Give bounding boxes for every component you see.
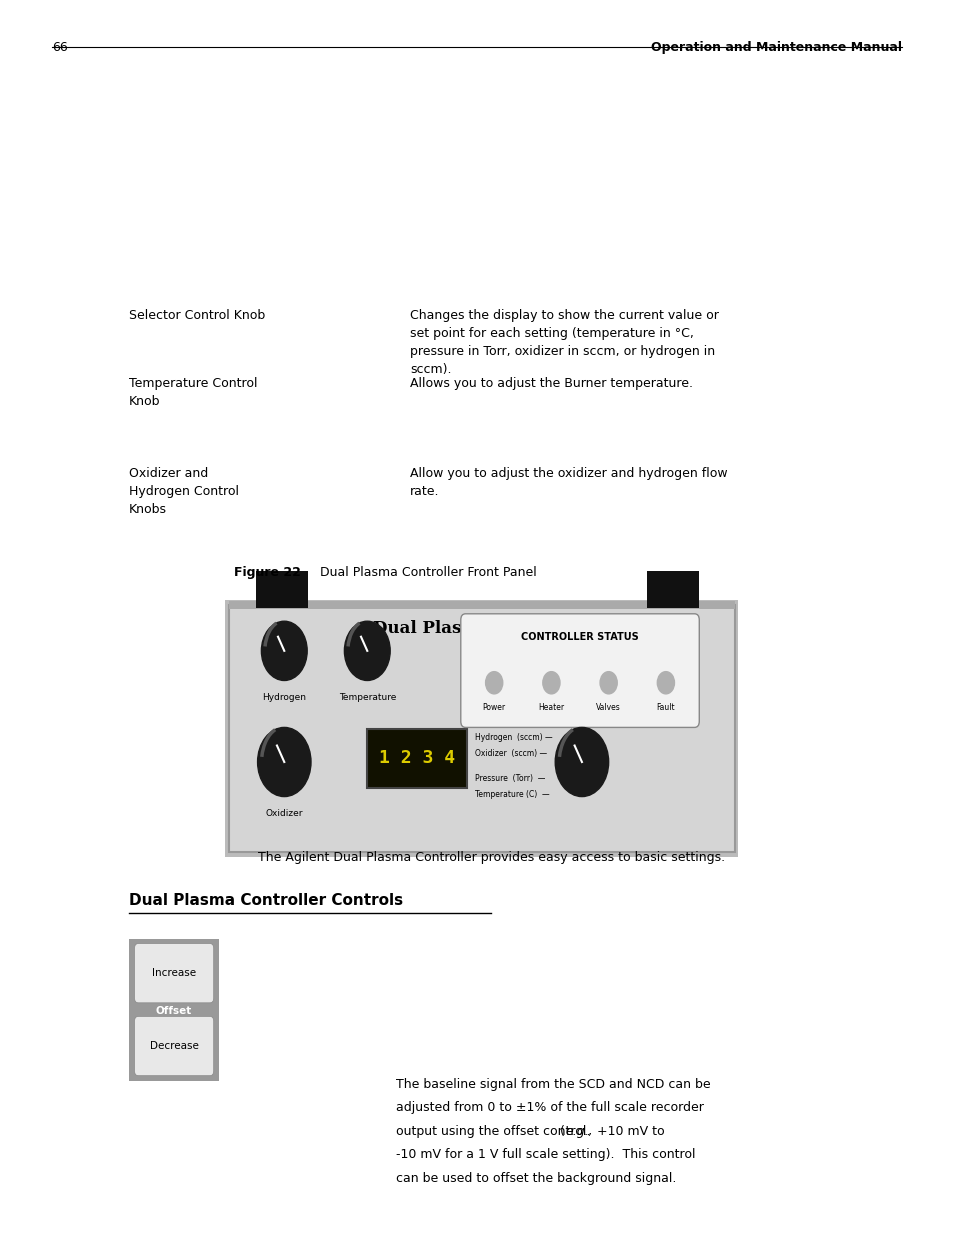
Text: Hydrogen  (sccm) —: Hydrogen (sccm) — <box>475 732 552 742</box>
Text: Dual Plasma Controller: Dual Plasma Controller <box>372 620 591 637</box>
Text: Dual Plasma Controller Front Panel: Dual Plasma Controller Front Panel <box>308 566 537 579</box>
Text: Temperature Control
Knob: Temperature Control Knob <box>129 377 257 408</box>
Bar <box>229 601 734 609</box>
Text: Temperature: Temperature <box>338 693 395 701</box>
Circle shape <box>555 727 608 797</box>
Bar <box>225 600 738 857</box>
Text: Changes the display to show the current value or
set point for each setting (tem: Changes the display to show the current … <box>410 309 719 375</box>
Bar <box>129 939 219 1081</box>
Bar <box>255 571 308 608</box>
Circle shape <box>485 672 502 694</box>
Text: The baseline signal from the SCD and NCD can be: The baseline signal from the SCD and NCD… <box>395 1078 710 1091</box>
Text: output using the offset control.: output using the offset control. <box>395 1125 594 1137</box>
Text: Oxidizer and
Hydrogen Control
Knobs: Oxidizer and Hydrogen Control Knobs <box>129 467 238 516</box>
FancyBboxPatch shape <box>134 1016 213 1076</box>
Text: Fault: Fault <box>656 703 675 711</box>
Text: Valves: Valves <box>596 703 620 711</box>
Circle shape <box>657 672 674 694</box>
Text: +10 mV to: +10 mV to <box>597 1125 663 1137</box>
Text: Operation and Maintenance Manual: Operation and Maintenance Manual <box>650 41 901 54</box>
Text: The Agilent Dual Plasma Controller provides easy access to basic settings.: The Agilent Dual Plasma Controller provi… <box>257 851 724 864</box>
Text: Figure 22: Figure 22 <box>233 566 300 579</box>
Text: Hydrogen: Hydrogen <box>262 693 306 701</box>
Text: e.g.,: e.g., <box>565 1125 593 1137</box>
Text: CONTROLLER STATUS: CONTROLLER STATUS <box>520 632 639 642</box>
Text: Oxidizer  (sccm) —: Oxidizer (sccm) — <box>475 748 547 758</box>
Circle shape <box>542 672 559 694</box>
Text: Power: Power <box>482 703 505 711</box>
Text: -10 mV for a 1 V full scale setting).  This control: -10 mV for a 1 V full scale setting). Th… <box>395 1149 695 1161</box>
Bar <box>646 571 699 608</box>
Circle shape <box>261 621 307 680</box>
Text: Oxidizer: Oxidizer <box>265 809 303 818</box>
Text: Temperature (C)  —: Temperature (C) — <box>475 789 549 799</box>
Text: Decrease: Decrease <box>150 1041 198 1051</box>
Circle shape <box>257 727 311 797</box>
Text: Selector Control Knob: Selector Control Knob <box>129 309 265 322</box>
Text: adjusted from 0 to ±1% of the full scale recorder: adjusted from 0 to ±1% of the full scale… <box>395 1102 703 1114</box>
Text: Increase: Increase <box>152 968 196 978</box>
FancyBboxPatch shape <box>134 944 213 1003</box>
Text: Allow you to adjust the oxidizer and hydrogen flow
rate.: Allow you to adjust the oxidizer and hyd… <box>410 467 727 498</box>
Text: Pressure  (Torr)  —: Pressure (Torr) — <box>475 773 545 783</box>
Text: 1 2 3 4: 1 2 3 4 <box>379 750 455 767</box>
Text: Dual Plasma Controller Controls: Dual Plasma Controller Controls <box>129 893 402 908</box>
Bar <box>462 616 697 725</box>
Text: (: ( <box>559 1125 564 1137</box>
Text: Heater: Heater <box>537 703 564 711</box>
Bar <box>367 729 467 788</box>
Text: 66: 66 <box>52 41 69 54</box>
Text: can be used to offset the background signal.: can be used to offset the background sig… <box>395 1172 676 1184</box>
Bar <box>229 605 734 852</box>
Text: Allows you to adjust the Burner temperature.: Allows you to adjust the Burner temperat… <box>410 377 693 390</box>
Circle shape <box>599 672 617 694</box>
FancyBboxPatch shape <box>460 614 699 727</box>
Text: Offset: Offset <box>156 1005 192 1016</box>
Circle shape <box>344 621 390 680</box>
